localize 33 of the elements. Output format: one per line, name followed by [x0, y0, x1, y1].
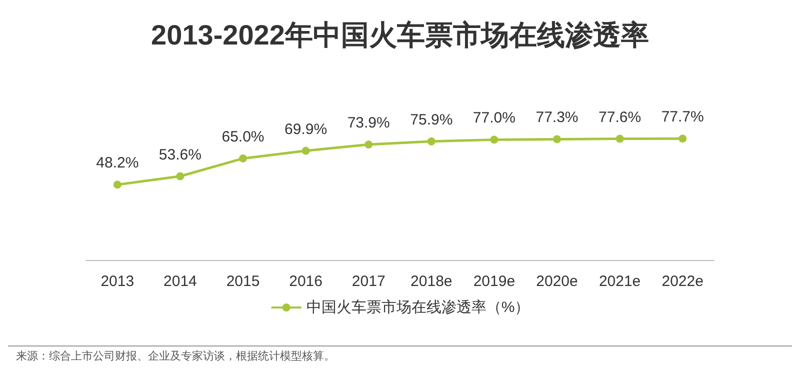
point: [364, 140, 373, 149]
x-tick-label: 2022e: [662, 273, 704, 290]
data-label: 65.0%: [222, 128, 264, 146]
x-tick-label: 2013: [100, 273, 134, 290]
data-label: 69.9%: [284, 120, 328, 138]
data-label: 77.3%: [536, 109, 578, 126]
x-tick-label: 2021e: [598, 273, 641, 290]
data-label: 75.9%: [410, 111, 453, 128]
point: [427, 137, 436, 146]
point: [239, 154, 247, 162]
data-label: 48.2%: [96, 154, 139, 172]
point: [490, 136, 498, 144]
data-label: 77.7%: [661, 108, 704, 126]
point: [678, 134, 687, 143]
data-label: 73.9%: [347, 114, 390, 132]
point: [553, 135, 561, 144]
point: [616, 134, 624, 143]
data-label: 53.6%: [158, 146, 202, 164]
chart-title: 2013-2022年中国火车票市场在线渗透率: [151, 20, 649, 50]
x-tick-label: 2014: [164, 273, 197, 290]
x-tick-label: 2019e: [473, 273, 516, 290]
data-label: 77.0%: [472, 110, 516, 127]
x-tick-label: 2020e: [536, 273, 578, 290]
point: [302, 146, 310, 155]
point: [176, 172, 184, 180]
legend-label: 中国火车票市场在线渗透率（%）: [306, 299, 530, 316]
x-tick-label: 2017: [352, 273, 386, 290]
point: [113, 180, 122, 189]
x-tick-label: 2018e: [410, 273, 452, 290]
data-label: 77.6%: [598, 108, 642, 126]
source-note: 来源：综合上市公司财报、企业及专家访谈，根据统计模型核算。: [16, 350, 335, 362]
x-tick-label: 2016: [289, 273, 322, 290]
x-tick-label: 2015: [226, 273, 260, 290]
